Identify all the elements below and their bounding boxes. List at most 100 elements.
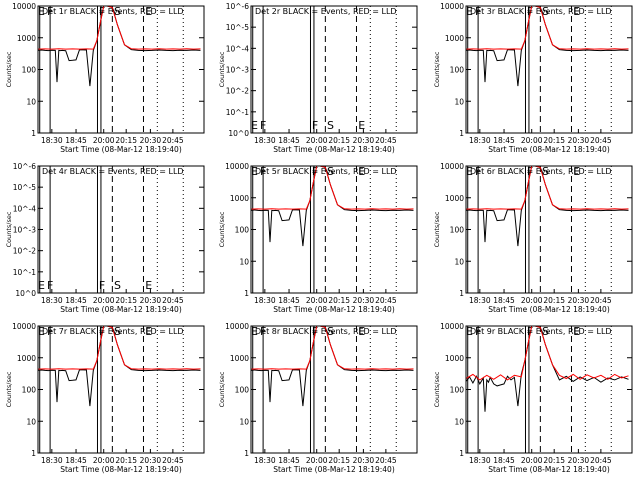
- y-tick-label: 1: [31, 129, 36, 138]
- event-marker-3: S: [114, 5, 121, 18]
- y-tick-label: 100: [22, 386, 37, 395]
- x-axis-label: Start Time (08-Mar-12 18:19:40): [488, 305, 610, 314]
- event-marker-2: F: [99, 279, 105, 292]
- x-tick-label: 20:00: [93, 296, 115, 305]
- y-tick-label: 1000: [17, 34, 36, 43]
- y-tick-label: 1000: [230, 194, 249, 203]
- x-tick-label: 20:30: [353, 136, 375, 145]
- x-tick-label: 20:15: [543, 136, 565, 145]
- series-line-events: [465, 165, 629, 247]
- x-tick-label: 20:00: [521, 296, 543, 305]
- x-tick-label: 18:30: [41, 136, 63, 145]
- x-tick-label: 18:30: [469, 296, 491, 305]
- y-tick-label: 10^-6: [226, 2, 250, 11]
- event-marker-2: F: [312, 119, 318, 132]
- y-tick-label: 10^-4: [13, 204, 37, 213]
- x-tick-label: 20:30: [353, 296, 375, 305]
- y-tick-label: 10^-3: [13, 226, 37, 235]
- series-line-events: [465, 325, 629, 412]
- event-marker-0: E: [466, 165, 473, 178]
- panel-title: Det 6r BLACK = Events, RED = LLD: [470, 167, 612, 176]
- plot-frame: [250, 325, 418, 454]
- event-marker-3: S: [542, 165, 549, 178]
- y-tick-label: 10: [454, 417, 464, 426]
- event-marker-3: S: [327, 119, 334, 132]
- x-tick-label: 18:30: [469, 136, 491, 145]
- event-marker-3: S: [327, 325, 334, 338]
- series-line-lld: [465, 5, 629, 50]
- y-tick-label: 1: [31, 449, 36, 458]
- x-tick-label: 20:45: [375, 296, 397, 305]
- y-tick-label: 10^0: [228, 129, 249, 138]
- x-tick-label: 18:45: [65, 456, 87, 465]
- panel-title: Det 8r BLACK = Events, RED = LLD: [255, 327, 397, 336]
- x-tick-label: 20:00: [306, 136, 328, 145]
- y-tick-label: 10000: [440, 2, 464, 11]
- event-marker-4: E: [358, 119, 365, 132]
- x-tick-label: 20:15: [328, 136, 350, 145]
- x-tick-label: 20:15: [543, 296, 565, 305]
- event-marker-0: E: [466, 5, 473, 18]
- x-tick-label: 20:00: [93, 456, 115, 465]
- event-marker-1: F: [47, 325, 53, 338]
- x-tick-label: 20:00: [306, 296, 328, 305]
- event-marker-3: S: [327, 165, 334, 178]
- y-tick-label: 1: [459, 289, 464, 298]
- panel-title: Det 7r BLACK = Events, RED = LLD: [42, 327, 184, 336]
- x-tick-label: 20:45: [590, 136, 612, 145]
- y-axis-label: Counts/sec: [218, 211, 226, 247]
- x-tick-label: 20:45: [590, 456, 612, 465]
- y-axis-label: Counts/sec: [218, 51, 226, 87]
- x-tick-label: 20:15: [543, 456, 565, 465]
- panel-det4: E F F S E10^010^-110^-210^-310^-410^-510^-61…: [5, 162, 205, 314]
- y-tick-label: 1000: [445, 194, 464, 203]
- y-tick-label: 1: [244, 449, 249, 458]
- event-marker-2: F: [527, 325, 533, 338]
- event-marker-3: S: [114, 325, 121, 338]
- event-marker-4: E: [145, 325, 152, 338]
- y-tick-label: 1: [459, 129, 464, 138]
- y-tick-label: 10000: [12, 2, 36, 11]
- y-tick-label: 10^-5: [226, 23, 250, 32]
- y-tick-label: 100: [235, 386, 250, 395]
- y-axis-label: Counts/sec: [5, 371, 13, 407]
- panel-title: Det 2r BLACK = Events, RED = LLD: [255, 7, 397, 16]
- series-line-lld: [37, 5, 201, 50]
- panel-title: Det 1r BLACK = Events, RED = LLD: [42, 7, 184, 16]
- y-tick-label: 10^-1: [13, 268, 37, 277]
- event-marker-4: E: [573, 5, 580, 18]
- plot-frame: [250, 165, 418, 294]
- y-tick-label: 10: [239, 257, 249, 266]
- series-line-events: [37, 325, 201, 407]
- x-tick-label: 20:45: [162, 456, 184, 465]
- y-tick-label: 1000: [445, 354, 464, 363]
- x-axis-label: Start Time (08-Mar-12 18:19:40): [60, 145, 182, 154]
- event-marker-1: F: [475, 325, 481, 338]
- x-tick-label: 20:15: [115, 456, 137, 465]
- y-tick-label: 10: [454, 97, 464, 106]
- series-line-events: [250, 165, 414, 247]
- event-marker-1: F: [47, 279, 53, 292]
- event-marker-1: F: [260, 119, 266, 132]
- plot-frame: [465, 165, 633, 294]
- y-tick-label: 10: [26, 417, 36, 426]
- y-axis-label: Counts/sec: [433, 211, 441, 247]
- x-axis-label: Start Time (08-Mar-12 18:19:40): [273, 145, 395, 154]
- y-tick-label: 10: [239, 417, 249, 426]
- x-tick-label: 20:15: [115, 296, 137, 305]
- plot-frame: [37, 165, 205, 294]
- series-line-events: [37, 5, 201, 87]
- x-tick-label: 20:30: [568, 136, 590, 145]
- x-tick-label: 20:00: [306, 456, 328, 465]
- y-tick-label: 100: [22, 66, 37, 75]
- series-line-lld: [37, 325, 201, 370]
- x-tick-label: 18:30: [469, 456, 491, 465]
- x-tick-label: 18:45: [278, 296, 300, 305]
- y-tick-label: 100: [450, 66, 465, 75]
- event-marker-2: F: [99, 5, 105, 18]
- y-tick-label: 10^-2: [226, 87, 250, 96]
- series-line-lld: [250, 325, 414, 370]
